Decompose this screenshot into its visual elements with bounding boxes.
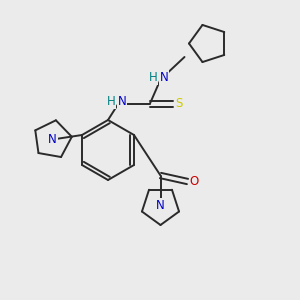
Text: N: N: [48, 133, 57, 146]
Text: N: N: [156, 199, 165, 212]
Text: S: S: [176, 97, 183, 110]
Text: H: H: [148, 70, 158, 84]
Text: O: O: [190, 175, 199, 188]
Text: N: N: [160, 70, 169, 84]
Text: N: N: [118, 94, 127, 108]
Text: H: H: [106, 94, 116, 108]
